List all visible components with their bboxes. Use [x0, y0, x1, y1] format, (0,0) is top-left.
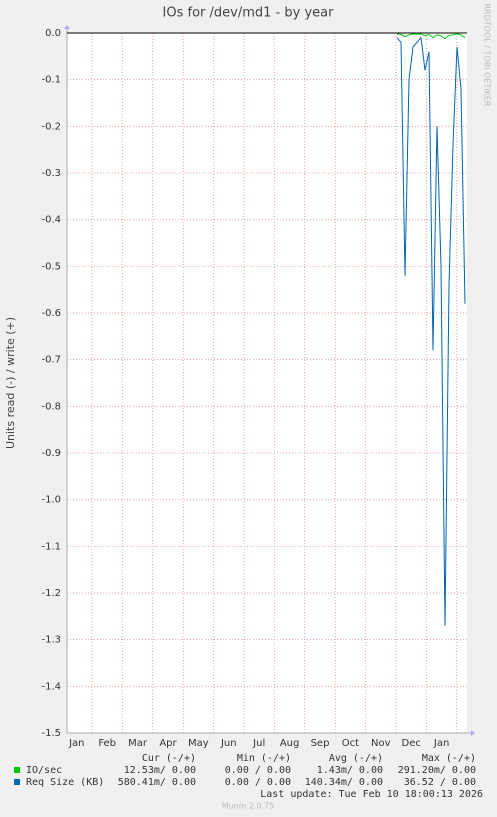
legend-value: 36.52 / 0.00: [404, 777, 476, 788]
x-tick-label: Aug: [280, 738, 300, 749]
y-tick-label: -0.7: [41, 355, 61, 366]
x-tick-label: Nov: [371, 738, 391, 749]
legend-value: 1.43m/ 0.00: [317, 765, 383, 776]
y-tick-label: -1.4: [41, 681, 61, 692]
legend-label: Req Size (KB): [26, 777, 104, 788]
x-tick-label: Jan: [68, 738, 84, 749]
y-tick-label: -1.2: [41, 588, 61, 599]
legend-header: Min (-/+): [237, 753, 291, 764]
x-tick-label: Oct: [342, 738, 359, 749]
legend-value: 291.20m/ 0.00: [398, 765, 476, 776]
x-tick-label: Feb: [98, 738, 116, 749]
legend-value: 0.00 / 0.00: [225, 777, 291, 788]
x-tick-label: Apr: [159, 738, 177, 749]
x-tick-label: May: [188, 738, 209, 749]
legend-swatch: [14, 767, 20, 773]
y-tick-label: -0.6: [41, 308, 61, 319]
y-axis-label: Units read (-) / write (+): [4, 317, 17, 449]
chart-title: IOs for /dev/md1 - by year: [163, 6, 335, 21]
footer: Munin 2.0.75: [222, 802, 274, 811]
plot-area: [67, 33, 467, 733]
series-line: [396, 36, 466, 626]
y-tick-label: -0.4: [41, 215, 61, 226]
series-line: [396, 33, 466, 40]
x-tick-label: Dec: [402, 738, 421, 749]
axis-arrow: [471, 730, 475, 736]
legend-value: 0.00 / 0.00: [225, 765, 291, 776]
axis-arrow: [64, 25, 70, 29]
last-update: Last update: Tue Feb 10 18:00:13 2026: [260, 789, 483, 800]
y-tick-label: 0.0: [45, 28, 61, 39]
legend-header: Avg (-/+): [329, 753, 383, 764]
y-tick-label: -1.0: [41, 495, 61, 506]
y-tick-label: -1.5: [41, 728, 61, 739]
x-tick-label: Jan: [433, 738, 449, 749]
y-tick-label: -1.3: [41, 635, 61, 646]
legend-value: 140.34m/ 0.00: [305, 777, 383, 788]
legend-header: Max (-/+): [422, 753, 476, 764]
y-tick-label: -0.9: [41, 448, 61, 459]
legend-swatch: [14, 779, 20, 785]
x-tick-label: Jul: [252, 738, 265, 749]
legend-value: 12.53m/ 0.00: [124, 765, 196, 776]
x-tick-label: Mar: [128, 738, 148, 749]
x-tick-label: Jun: [220, 738, 237, 749]
side-text: RRDTOOL / TOBI OETIKER: [483, 3, 492, 106]
y-tick-label: -0.8: [41, 401, 61, 412]
y-tick-label: -0.1: [41, 75, 61, 86]
y-tick-label: -0.2: [41, 121, 61, 132]
x-tick-label: Sep: [311, 738, 330, 749]
y-tick-label: -1.1: [41, 541, 61, 552]
legend-value: 580.41m/ 0.00: [118, 777, 196, 788]
y-tick-label: -0.3: [41, 168, 61, 179]
y-tick-label: -0.5: [41, 261, 61, 272]
legend-label: IO/sec: [26, 765, 62, 776]
legend-header: Cur (-/+): [142, 753, 196, 764]
